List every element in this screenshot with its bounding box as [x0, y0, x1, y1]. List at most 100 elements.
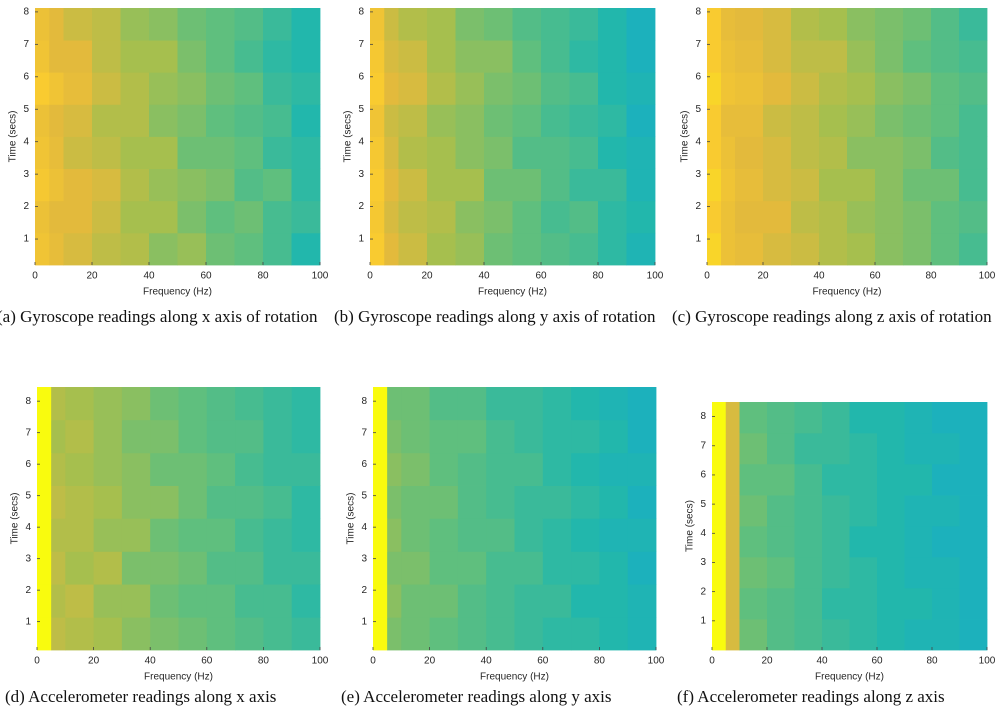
heat-cell [959, 526, 988, 558]
heat-cell [149, 104, 178, 137]
x-axis-label: Frequency (Hz) [815, 672, 884, 683]
heat-cell [291, 232, 321, 266]
heat-cell [721, 72, 736, 105]
heat-cell [235, 518, 264, 552]
x-axis-label: Frequency (Hz) [480, 672, 549, 683]
heat-cell [35, 72, 50, 105]
heat-cell [932, 587, 960, 620]
heat-cell [849, 402, 878, 434]
caption: (b) Gyroscope readings along y axis of r… [334, 307, 656, 326]
heat-cell [599, 419, 629, 454]
heat-cell [401, 387, 430, 421]
heat-cell [794, 463, 823, 496]
heat-cell [791, 8, 820, 41]
x-tick-label: 100 [979, 656, 996, 667]
heat-cell [875, 104, 904, 137]
heat-cell [819, 200, 848, 234]
heat-cell [903, 8, 932, 41]
y-tick-label: 5 [23, 104, 29, 115]
heat-cell [65, 551, 94, 585]
heat-cell [725, 556, 740, 589]
heat-cell [455, 72, 485, 105]
heat-cell [121, 518, 151, 552]
heat-cell [92, 200, 121, 234]
heat-cell [206, 232, 235, 266]
heat-cell [903, 136, 932, 170]
heat-cell [569, 168, 599, 202]
heat-cell [455, 40, 485, 73]
heat-cell [875, 200, 904, 234]
heat-cell [398, 104, 428, 137]
heat-cell [457, 387, 487, 421]
heat-cell [234, 8, 264, 41]
heat-cell [486, 387, 515, 421]
heat-cell [455, 136, 485, 170]
heat-cell [739, 432, 768, 465]
heat-cell [725, 463, 740, 496]
heat-cell [49, 104, 64, 137]
heat-cell [822, 587, 850, 620]
x-axis-label: Frequency (Hz) [478, 287, 547, 298]
heat-cell [484, 168, 513, 202]
heat-cell [791, 40, 820, 73]
heat-cell [149, 136, 178, 170]
heat-cell [206, 72, 235, 105]
heat-cell [932, 556, 960, 589]
heat-cell [763, 8, 792, 41]
heat-cell [49, 8, 64, 41]
heat-cell [384, 168, 399, 202]
heat-cell [791, 136, 820, 170]
y-tick-label: 4 [358, 136, 364, 147]
heat-cell [291, 617, 321, 651]
y-tick-label: 4 [25, 522, 31, 533]
heat-cell [177, 232, 207, 266]
y-tick-label: 7 [25, 427, 31, 438]
heat-cell [739, 587, 768, 620]
heat-cell [877, 495, 905, 527]
heat-cell [541, 200, 570, 234]
heat-cell [263, 104, 292, 137]
heat-cell [149, 72, 178, 105]
heat-cell [484, 72, 513, 105]
heat-cell [35, 232, 50, 266]
heat-cell [149, 8, 178, 41]
heat-cell [819, 72, 848, 105]
y-tick-label: 2 [358, 201, 364, 212]
x-tick-label: 100 [647, 271, 664, 282]
y-tick-label: 4 [361, 522, 367, 533]
heat-cell [627, 452, 657, 486]
heat-cell [959, 587, 988, 620]
heat-cell [903, 168, 932, 202]
heat-cell [712, 587, 727, 620]
heat-cell [735, 72, 764, 105]
y-tick-label: 8 [700, 411, 706, 422]
heat-cell [598, 168, 627, 202]
x-tick-label: 60 [201, 656, 213, 667]
heat-cell [599, 518, 629, 552]
heat-cell [235, 617, 264, 651]
heat-cell [177, 40, 207, 73]
heat-cell [486, 485, 515, 519]
heat-cell [904, 587, 933, 620]
heat-cell [370, 200, 385, 234]
heat-cell [121, 452, 151, 486]
heat-cell [819, 168, 848, 202]
heat-cell [721, 168, 736, 202]
x-tick-label: 0 [34, 656, 40, 667]
heat-cell [37, 387, 52, 421]
heat-cell [542, 518, 572, 552]
heat-cell [206, 104, 235, 137]
heat-cell [373, 518, 388, 552]
heat-cell [626, 104, 656, 137]
heat-cell [150, 485, 179, 519]
heat-cell [65, 452, 94, 486]
heat-cell [903, 104, 932, 137]
heat-cell [149, 40, 178, 73]
y-axis-label: Time (secs) [343, 111, 354, 163]
heat-cell [486, 551, 515, 585]
heat-cell [387, 584, 402, 618]
heat-cell [847, 104, 876, 137]
heat-cell [263, 452, 293, 486]
heat-cell [599, 551, 629, 585]
heat-cell [121, 419, 151, 454]
